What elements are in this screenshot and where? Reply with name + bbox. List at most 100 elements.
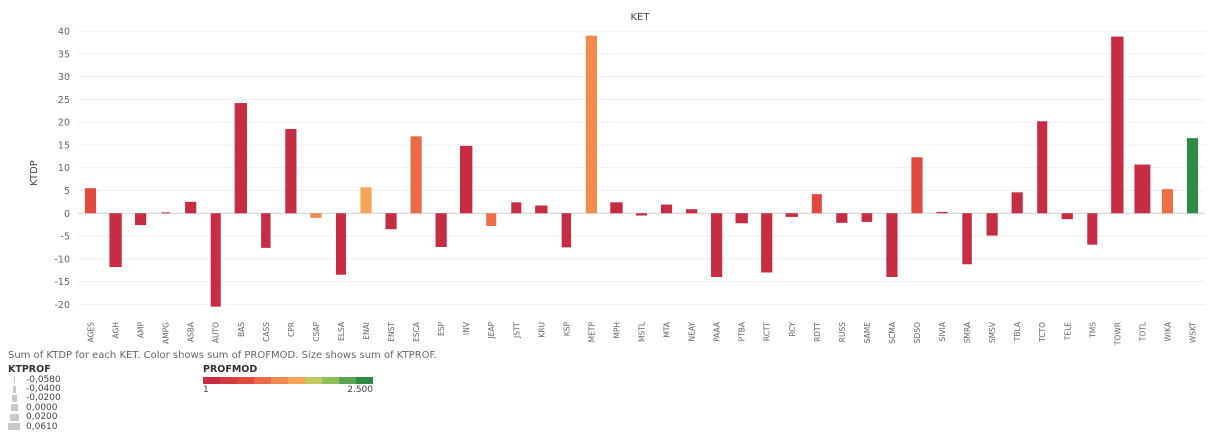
y-tick-label: 30 [58,72,70,83]
size-legend-item: -0,0580 [8,374,61,385]
bar-elsa [335,213,346,275]
y-tick-label: 35 [58,49,70,60]
size-legend-title: KTPROF [8,364,51,375]
bar-metp [585,35,598,214]
color-legend-max: 2.500 [347,385,373,395]
size-swatch [10,404,18,412]
x-axis-ticks: AGES AGH AMP AMPG ASBA AUTO BAS CASS CPR CSAP ELSA… [87,321,1198,346]
size-legend-item: 0,0610 [8,421,61,432]
size-legend-item: 0,0000 [8,402,61,413]
x-tick-label: CSAP [312,322,321,342]
x-tick-label: SMSV [988,321,997,343]
color-ramp [203,377,373,384]
bar-smra [962,213,972,265]
y-tick-label: -10 [54,254,70,265]
x-tick-label: KSP [562,322,571,337]
bar-totl [1134,164,1151,214]
bar-enai [360,187,372,214]
size-legend-label: 0,0000 [26,402,58,413]
x-tick-label: TOWR [1113,322,1122,346]
bar-enst [385,213,397,230]
x-tick-label: NEAY [688,322,697,342]
color-ramp-step [254,377,271,384]
color-ramp-step [356,377,373,384]
size-swatch [13,376,15,384]
y-tick-label: 15 [58,140,70,151]
x-tick-label: AUTO [212,322,221,343]
bar-ksp [561,213,572,248]
x-tick-label: SMRA [963,321,972,343]
bar-wskt [1186,138,1199,214]
color-ramp-step [288,377,305,384]
bars [84,35,1199,307]
bar-chart: KET KTDP 40 35 30 25 20 15 10 5 0 -5 -10 -15 -20 AGE… [29,12,1205,346]
bar-asba [185,201,197,214]
x-tick-label: JEAP [487,322,496,340]
x-tick-label: WIKA [1163,321,1172,341]
bar-tbla [1011,192,1023,214]
bar-rcy [785,213,798,217]
grid-lines [78,30,1205,305]
x-tick-label: TMS [1088,322,1097,339]
bar-paaa [711,213,723,278]
x-tick-label: CPR [287,322,296,337]
x-tick-label: BAS [237,322,246,337]
x-tick-label: SIVIA [938,321,947,341]
size-swatch [8,423,20,431]
x-tick-label: ELSA [337,321,346,341]
size-legend-label: -0,0580 [26,374,61,385]
x-tick-label: ENAI [362,322,371,340]
bar-bas [234,103,247,214]
x-tick-label: KRU [537,322,546,338]
color-legend-min: 1 [203,385,209,395]
x-tick-label: TELE [1063,322,1072,341]
x-tick-label: AGH [112,322,121,338]
bar-sdso [911,157,923,214]
color-legend: PROFMOD 1 2.500 [203,364,373,395]
x-tick-label: PAAA [713,321,722,342]
x-tick-label: TOTL [1138,321,1147,342]
x-tick-label: RCY [788,322,797,337]
bar-ptba [735,213,748,224]
x-tick-label: SCMA [888,321,897,343]
bar-towr [1111,36,1124,214]
x-tick-label: MPH [612,322,621,339]
chart-title: KET [631,12,651,23]
size-legend-label: 0,0610 [26,421,58,432]
y-tick-label: -20 [54,300,70,311]
y-axis-label: KTDP [29,160,40,186]
bar-kru [535,205,548,214]
x-tick-label: INV [462,321,471,335]
size-legend: KTPROF -0,0580 -0,0400 -0,0200 0,0000 0,0200… [8,364,61,432]
x-tick-label: RCTT [763,322,772,342]
x-tick-label: RDTT [813,322,822,342]
bar-esp [435,213,447,247]
bar-russ [836,213,848,223]
bar-rctt [761,213,773,273]
color-ramp-step [203,377,220,384]
color-ramp-step [322,377,339,384]
x-tick-label: TCTO [1038,322,1047,343]
bar-jeap [486,213,497,227]
size-legend-item: -0,0200 [8,393,61,403]
size-legend-label: 0,0200 [26,412,58,423]
chart-caption: Sum of KTDP for each KET. Color shows su… [8,350,437,361]
bar-tele [1061,213,1073,220]
x-tick-label: METP [587,322,596,343]
x-tick-label: CASS [262,322,271,342]
size-legend-label: -0,0400 [26,384,61,395]
x-tick-label: ESCA [412,321,421,342]
bar-agh [109,213,122,267]
bar-tcto [1037,121,1048,214]
y-tick-label: 5 [64,186,70,197]
y-tick-label: 20 [58,118,70,129]
y-axis-ticks: 40 35 30 25 20 15 10 5 0 -5 -10 -15 -20 [54,27,70,311]
y-tick-label: -5 [61,232,70,243]
x-tick-label: ASBA [187,321,196,342]
x-tick-label: MTA [663,321,672,337]
color-ramp-step [305,377,322,384]
bar-inv [460,145,473,214]
x-tick-label: WSKT [1188,322,1197,344]
x-tick-label: JSTT [512,322,521,339]
bar-ages [84,188,97,214]
